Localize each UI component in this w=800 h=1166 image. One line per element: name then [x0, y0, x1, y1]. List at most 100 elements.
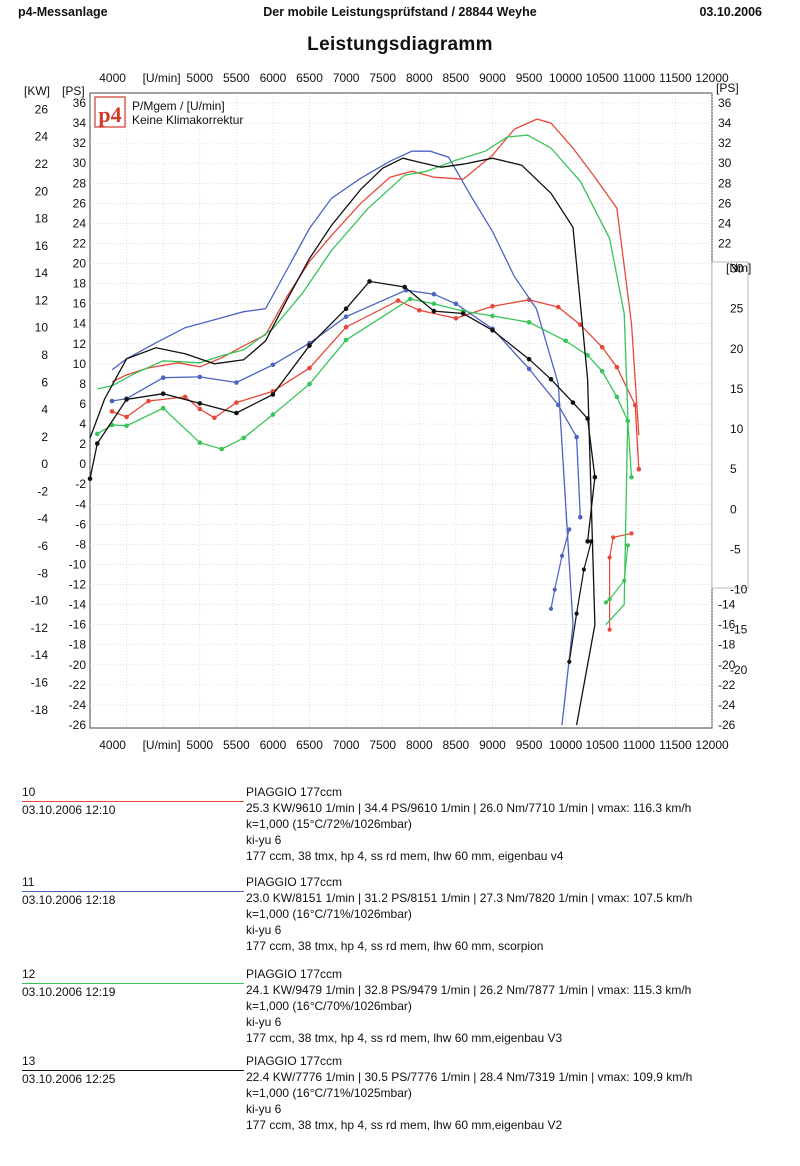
nm-tick-label: -20 — [730, 663, 748, 677]
torque-curve-run-13 — [89, 280, 596, 542]
run-model: PIAGGIO 177ccm — [246, 785, 343, 799]
ps-tick-label: 12 — [73, 337, 87, 351]
torque-point-run-10 — [490, 304, 495, 309]
kw-tick-label: 18 — [35, 212, 49, 226]
kw-tick-label: -16 — [31, 675, 49, 689]
torque-point-run-13 — [402, 284, 408, 290]
ps-tick-label-right: 24 — [718, 216, 732, 230]
torque-point-run-11 — [270, 362, 276, 368]
torque-point-run-10 — [614, 364, 620, 370]
torque-point-run-13 — [307, 343, 312, 348]
x-tick-label-top: 11500 — [659, 71, 692, 85]
run-number: 10 — [22, 785, 36, 799]
ps-tick-label-right: -22 — [718, 678, 736, 692]
header-app-name: p4-Messanlage — [18, 5, 108, 19]
x-tick-label-bottom: 5000 — [186, 738, 213, 752]
kw-tick-label: 14 — [35, 266, 49, 280]
kw-tick-label: -10 — [31, 594, 49, 608]
ps-tick-label: 6 — [79, 397, 86, 411]
ps-tick-label-right: -20 — [718, 658, 736, 672]
decel-point-run-12 — [603, 600, 609, 605]
nm-tick-label: -5 — [730, 542, 741, 556]
kw-tick-label: 6 — [41, 375, 48, 389]
torque-point-run-12 — [599, 369, 605, 374]
x-tick-label-bottom: 7000 — [333, 738, 360, 752]
kw-tick-label: 20 — [35, 184, 49, 198]
torque-point-run-12 — [431, 301, 437, 307]
ps-axis-label: [PS] — [62, 84, 85, 98]
torque-point-run-10 — [417, 308, 422, 313]
torque-point-run-13 — [526, 356, 532, 362]
run-conditions: k=1,000 (16°C/70%/1026mbar) — [246, 999, 412, 1013]
x-tick-label-bottom: 10000 — [549, 738, 583, 752]
kw-tick-label: 24 — [35, 130, 49, 144]
run-setup: ki-yu 6 — [246, 1102, 282, 1116]
x-tick-label-top: 7500 — [369, 71, 396, 85]
ps-tick-label-right: 32 — [718, 136, 732, 150]
torque-point-run-12 — [197, 440, 203, 446]
torque-point-run-12 — [241, 435, 246, 441]
torque-point-run-11 — [453, 301, 459, 307]
nm-tick-label: 30 — [730, 262, 744, 276]
kw-tick-label: 12 — [35, 293, 49, 307]
x-tick-label-top: 10000 — [549, 71, 583, 85]
nm-tick-label: -15 — [730, 623, 748, 637]
run-conditions: k=1,000 (16°C/71%/1025mbar) — [246, 1086, 412, 1100]
x-tick-label-top: 9500 — [516, 71, 543, 85]
torque-point-run-12 — [160, 405, 166, 411]
x-tick-label-top: 4000 — [99, 71, 126, 85]
run-number: 11 — [22, 875, 35, 889]
ps-tick-label-right: -24 — [718, 698, 736, 712]
run-datetime: 03.10.2006 12:19 — [22, 985, 116, 999]
kw-axis-label: [KW] — [24, 84, 50, 98]
ps-tick-label: 34 — [73, 116, 87, 130]
x-tick-label-bottom: 4000 — [99, 738, 126, 752]
run-setup: ki-yu 6 — [246, 1015, 282, 1029]
kw-tick-label: -18 — [31, 703, 49, 717]
torque-point-run-13 — [490, 328, 495, 333]
torque-point-run-10 — [212, 415, 217, 421]
ps-tick-label: -20 — [69, 658, 87, 672]
run-conditions: k=1,000 (16°C/71%/1026mbar) — [246, 907, 412, 921]
torque-point-run-11 — [343, 314, 349, 320]
torque-point-run-12 — [270, 412, 276, 417]
decel-point-run-11 — [552, 587, 557, 592]
kw-tick-label: -14 — [31, 648, 49, 662]
kw-tick-label: -12 — [31, 621, 49, 635]
torque-point-run-11 — [574, 434, 579, 440]
x-tick-label-bottom: 6000 — [260, 738, 287, 752]
torque-point-run-13 — [87, 476, 93, 482]
ps-tick-label: -16 — [69, 618, 87, 632]
decel-point-run-12 — [625, 543, 630, 548]
x-tick-label-top: 11000 — [623, 71, 656, 85]
x-tick-label-bottom: 10500 — [586, 738, 620, 752]
nm-tick-label: 10 — [730, 422, 744, 436]
ps-tick-label: -10 — [69, 557, 87, 571]
x-tick-label-bottom: 7500 — [369, 738, 396, 752]
torque-curve-run-10 — [111, 299, 640, 470]
decel-point-run-13 — [567, 659, 572, 664]
ps-tick-label: 14 — [73, 317, 87, 331]
run-result: 24.1 KW/9479 1/min | 32.8 PS/9479 1/min … — [246, 983, 692, 997]
chart-title: Leistungsdiagramm — [307, 34, 493, 55]
torque-point-run-13 — [460, 311, 466, 316]
torque-point-run-13 — [197, 401, 203, 406]
torque-point-run-11 — [234, 380, 239, 385]
x-tick-label-top: 10500 — [586, 71, 620, 85]
x-tick-label-top: 12000 — [695, 71, 729, 85]
ps-tick-label-right: 22 — [718, 236, 732, 250]
ps-tick-label-right: -16 — [718, 618, 736, 632]
x-axis-unit-top: [U/min] — [143, 71, 181, 85]
ps-tick-label-right: 34 — [718, 116, 732, 130]
x-tick-label-bottom: 9500 — [516, 738, 543, 752]
x-tick-label-top: 6500 — [296, 71, 323, 85]
torque-point-run-12 — [307, 381, 312, 387]
ps-tick-label: 22 — [73, 236, 87, 250]
run-datetime: 03.10.2006 12:18 — [22, 893, 116, 907]
decel-point-run-11 — [567, 527, 572, 532]
run-datetime: 03.10.2006 12:10 — [22, 803, 116, 817]
ps-tick-label: -24 — [69, 698, 87, 712]
x-tick-label-bottom: 8000 — [406, 738, 433, 752]
ps-tick-label: 36 — [73, 96, 87, 110]
power-curve-run-12 — [97, 134, 629, 626]
